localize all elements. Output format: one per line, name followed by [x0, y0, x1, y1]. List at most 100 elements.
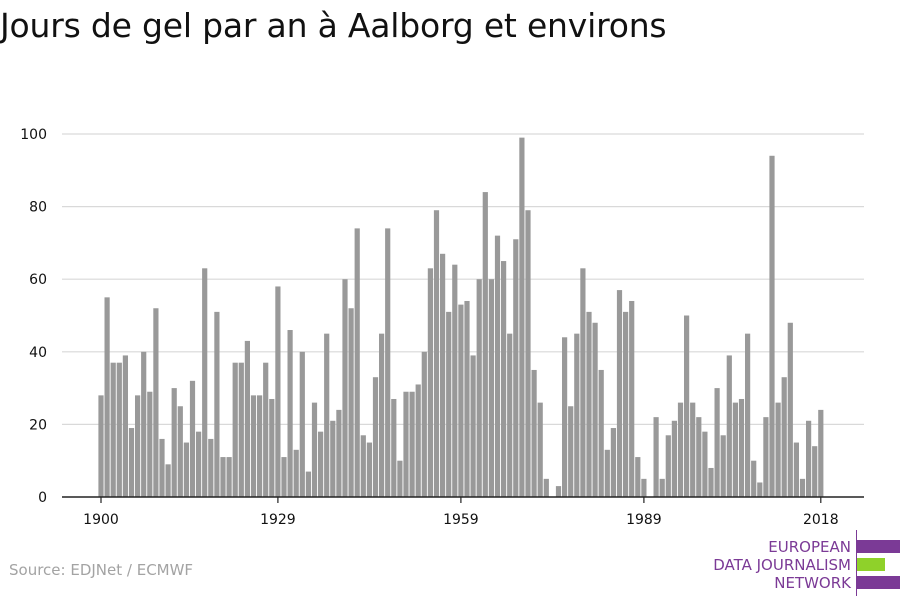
bar — [171, 388, 177, 497]
bar — [677, 402, 684, 497]
bar — [763, 417, 769, 497]
logo-divider — [856, 530, 857, 596]
bar — [452, 264, 458, 497]
bar — [586, 311, 592, 497]
bar — [488, 279, 494, 497]
bar — [702, 431, 708, 497]
bar — [427, 268, 433, 497]
bar — [128, 428, 135, 497]
bar — [202, 268, 208, 497]
bar — [629, 300, 635, 497]
bar — [189, 380, 196, 497]
bar — [476, 279, 482, 497]
logo-text-data-journalism: DATA JOURNALISM — [713, 556, 851, 574]
bar — [232, 362, 238, 497]
bars — [98, 137, 824, 498]
bar — [574, 333, 580, 497]
y-axis-tick-labels: 0 20 40 60 80 100 — [20, 127, 47, 506]
bar — [238, 362, 244, 497]
y-tick-label: 100 — [20, 127, 47, 143]
bar — [641, 478, 647, 497]
bar — [226, 457, 232, 497]
bar — [159, 438, 165, 497]
bar — [635, 457, 641, 497]
bar — [275, 286, 281, 497]
bar — [177, 406, 183, 497]
x-axis-tick-labels: 1900 1929 1959 1989 2018 — [83, 512, 838, 528]
bar — [104, 297, 110, 497]
bar — [433, 210, 440, 498]
bar — [122, 355, 128, 497]
x-axis — [62, 496, 864, 503]
bar — [110, 362, 116, 497]
bar — [745, 333, 751, 497]
bar — [751, 460, 757, 497]
bar — [531, 369, 537, 497]
bar — [391, 398, 397, 497]
bar — [220, 457, 226, 497]
bar — [604, 449, 610, 497]
bar — [775, 402, 781, 497]
x-tick-label: 1959 — [443, 512, 479, 528]
bar — [379, 333, 385, 497]
bar — [360, 435, 366, 497]
bar — [269, 398, 275, 497]
bar — [799, 478, 806, 497]
bar — [415, 384, 421, 497]
bar — [738, 398, 745, 497]
bar — [592, 322, 598, 497]
logo-text-european: EUROPEAN — [768, 538, 851, 556]
bar — [397, 460, 403, 497]
bar — [543, 478, 549, 497]
x-tick-label: 2018 — [803, 512, 839, 528]
edjn-logo: EUROPEAN DATA JOURNALISM NETWORK — [700, 530, 900, 596]
bar — [153, 308, 159, 497]
bar — [183, 442, 189, 497]
bar — [501, 261, 507, 497]
source-note: Source: EDJNet / ECMWF — [9, 561, 194, 579]
bar — [98, 395, 104, 497]
bar — [562, 337, 568, 497]
bar — [580, 268, 586, 497]
x-tick-label: 1989 — [626, 512, 662, 528]
bar — [421, 351, 427, 497]
bar — [165, 464, 171, 497]
bar — [513, 239, 519, 497]
x-tick-label: 1900 — [83, 512, 119, 528]
bar — [732, 402, 738, 497]
y-tick-label: 80 — [29, 200, 47, 216]
chart-title: Jours de gel par an à Aalborg et environ… — [0, 6, 667, 45]
bar — [464, 300, 470, 497]
y-tick-label: 60 — [29, 272, 47, 288]
bar — [726, 355, 732, 497]
bar — [482, 192, 488, 497]
bar — [458, 304, 464, 497]
bar — [690, 402, 696, 497]
y-tick-label: 0 — [38, 490, 47, 506]
logo-bar-purple-top — [857, 540, 900, 553]
bar — [494, 235, 501, 497]
bar — [787, 322, 793, 497]
bar — [555, 486, 562, 497]
bar — [287, 330, 293, 497]
bar — [196, 431, 202, 497]
bar — [812, 446, 818, 497]
bar — [214, 311, 220, 497]
bar — [793, 442, 799, 497]
bar — [293, 449, 299, 497]
bar — [250, 395, 257, 497]
bar — [263, 362, 269, 497]
bar — [336, 409, 342, 497]
bar — [244, 340, 250, 497]
bar — [366, 442, 372, 497]
bar — [720, 435, 726, 497]
bar — [299, 351, 305, 497]
bar — [324, 333, 330, 497]
bar — [440, 253, 446, 497]
bar — [623, 311, 629, 497]
bar — [446, 311, 452, 497]
bar — [568, 406, 574, 497]
bar — [806, 420, 812, 497]
bar — [403, 391, 409, 497]
